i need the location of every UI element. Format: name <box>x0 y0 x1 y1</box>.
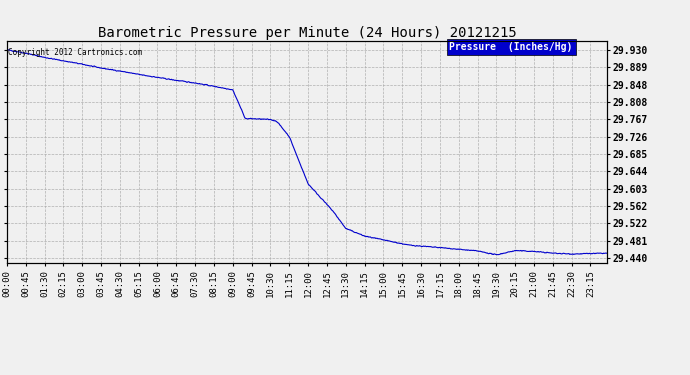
Text: Pressure  (Inches/Hg): Pressure (Inches/Hg) <box>449 42 573 52</box>
Title: Barometric Pressure per Minute (24 Hours) 20121215: Barometric Pressure per Minute (24 Hours… <box>98 26 516 40</box>
Text: Copyright 2012 Cartronics.com: Copyright 2012 Cartronics.com <box>8 48 142 57</box>
